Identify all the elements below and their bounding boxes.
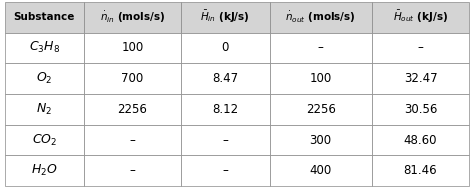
Bar bbox=[84, 2, 181, 33]
Text: 8.12: 8.12 bbox=[212, 103, 238, 116]
Text: –: – bbox=[129, 164, 136, 177]
Text: 100: 100 bbox=[310, 72, 332, 85]
Bar bbox=[270, 125, 372, 155]
Text: –: – bbox=[222, 133, 228, 147]
Text: $\bar{H}_{out}$ (kJ/s): $\bar{H}_{out}$ (kJ/s) bbox=[393, 9, 448, 25]
Text: 32.47: 32.47 bbox=[404, 72, 438, 85]
Text: $N_2$: $N_2$ bbox=[36, 102, 52, 117]
Bar bbox=[270, 63, 372, 94]
Bar bbox=[372, 125, 469, 155]
Bar bbox=[372, 94, 469, 125]
Bar bbox=[5, 63, 84, 94]
Bar bbox=[84, 94, 181, 125]
Bar bbox=[372, 2, 469, 33]
Bar bbox=[5, 155, 84, 186]
Bar bbox=[372, 63, 469, 94]
Text: $CO_2$: $CO_2$ bbox=[32, 133, 57, 148]
Text: 8.47: 8.47 bbox=[212, 72, 238, 85]
Bar bbox=[84, 125, 181, 155]
Bar bbox=[372, 33, 469, 63]
Text: 400: 400 bbox=[310, 164, 332, 177]
Text: 700: 700 bbox=[121, 72, 144, 85]
Bar bbox=[181, 2, 270, 33]
Text: $\bar{H}_{in}$ (kJ/s): $\bar{H}_{in}$ (kJ/s) bbox=[201, 9, 250, 25]
Text: $\dot{n}_{in}$ (mols/s): $\dot{n}_{in}$ (mols/s) bbox=[100, 10, 165, 25]
Bar bbox=[181, 63, 270, 94]
Bar bbox=[84, 155, 181, 186]
Text: 81.46: 81.46 bbox=[404, 164, 438, 177]
Bar bbox=[181, 125, 270, 155]
Bar bbox=[84, 63, 181, 94]
Bar bbox=[5, 33, 84, 63]
Text: $H_2O$: $H_2O$ bbox=[31, 163, 57, 178]
Text: Substance: Substance bbox=[14, 12, 75, 22]
Bar bbox=[270, 2, 372, 33]
Bar bbox=[5, 2, 84, 33]
Text: –: – bbox=[318, 41, 324, 55]
Text: $C_3H_8$: $C_3H_8$ bbox=[29, 40, 60, 55]
Text: $O_2$: $O_2$ bbox=[36, 71, 53, 86]
Bar bbox=[5, 94, 84, 125]
Text: –: – bbox=[129, 133, 136, 147]
Text: 48.60: 48.60 bbox=[404, 133, 437, 147]
Text: 2256: 2256 bbox=[118, 103, 147, 116]
Bar bbox=[181, 94, 270, 125]
Text: 0: 0 bbox=[222, 41, 229, 55]
Text: 100: 100 bbox=[121, 41, 144, 55]
Text: 30.56: 30.56 bbox=[404, 103, 437, 116]
Bar bbox=[270, 155, 372, 186]
Bar bbox=[5, 125, 84, 155]
Bar bbox=[372, 155, 469, 186]
Bar bbox=[84, 33, 181, 63]
Bar bbox=[181, 155, 270, 186]
Bar bbox=[270, 94, 372, 125]
Text: $\dot{n}_{out}$ (mols/s): $\dot{n}_{out}$ (mols/s) bbox=[285, 10, 356, 25]
Bar bbox=[270, 33, 372, 63]
Text: –: – bbox=[418, 41, 423, 55]
Text: 300: 300 bbox=[310, 133, 332, 147]
Bar bbox=[181, 33, 270, 63]
Text: –: – bbox=[222, 164, 228, 177]
Text: 2256: 2256 bbox=[306, 103, 336, 116]
